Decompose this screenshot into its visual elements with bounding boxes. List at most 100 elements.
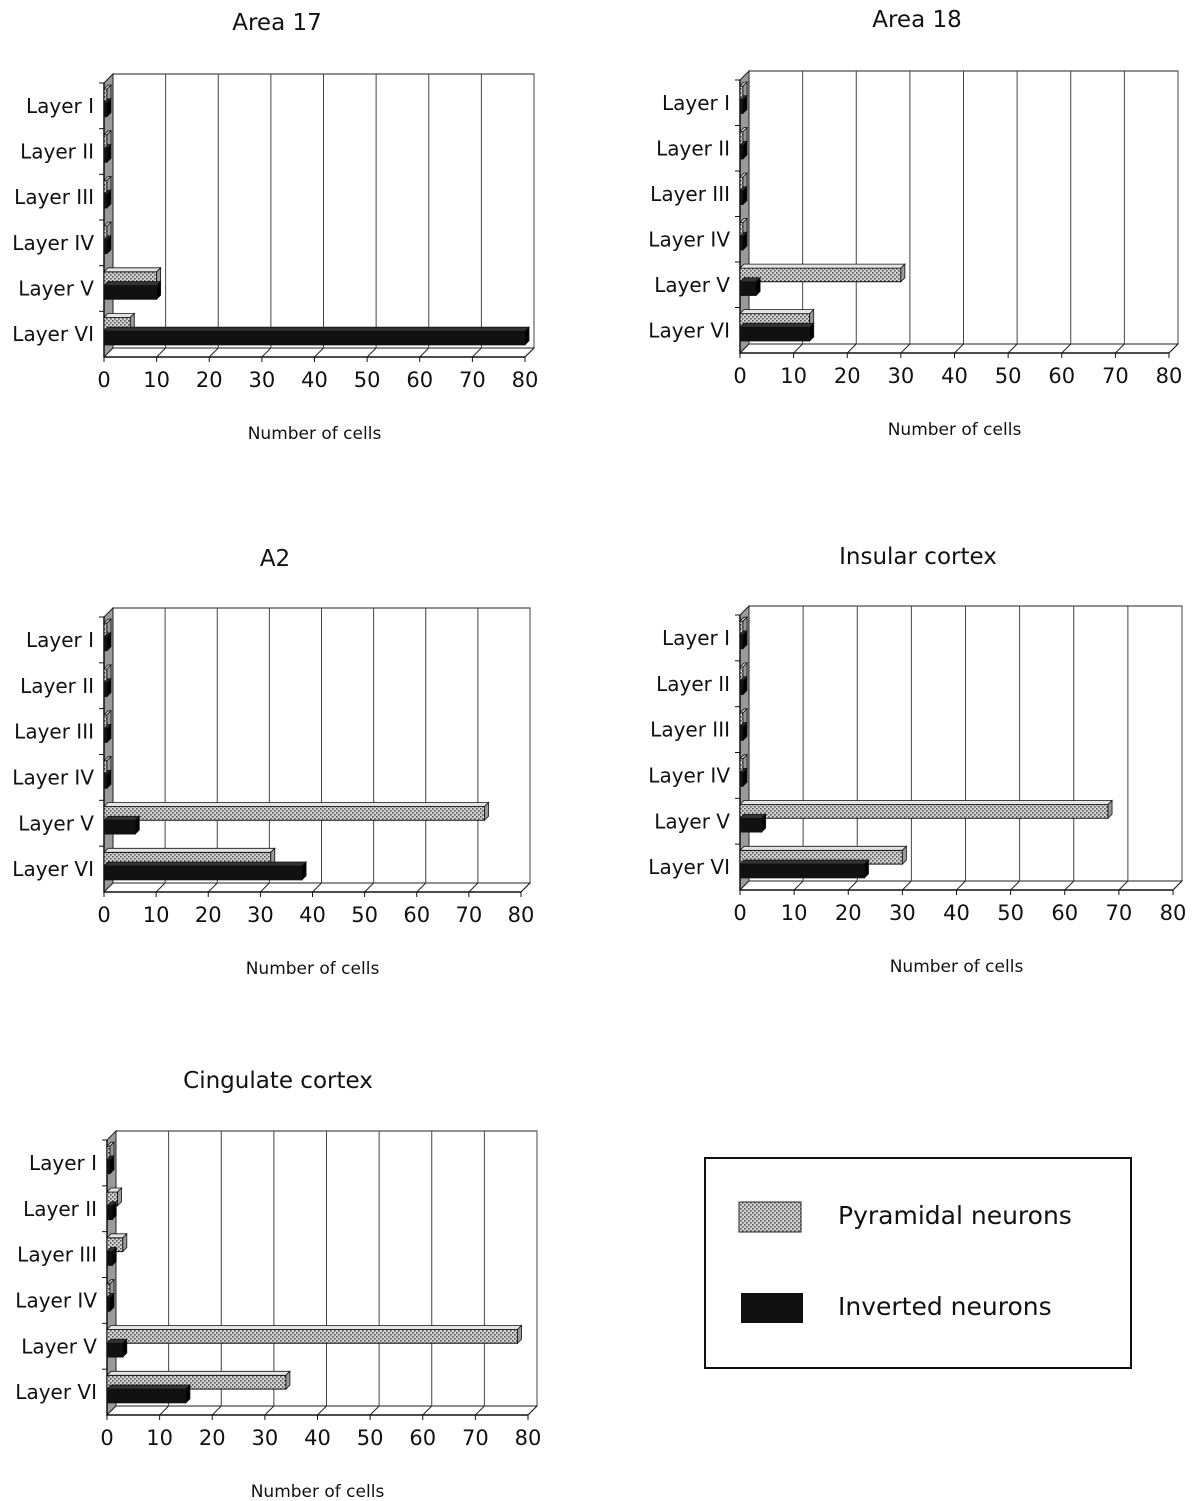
x-tick-label: 20	[835, 901, 862, 925]
bar-inverted	[106, 1159, 111, 1175]
bar-inverted	[103, 330, 526, 346]
x-tick-label: 40	[301, 368, 328, 392]
bar-inverted-end	[109, 1154, 115, 1175]
x-tick-label: 40	[299, 903, 326, 927]
x-tick-label: 40	[943, 901, 970, 925]
gridline-floor	[369, 1405, 380, 1416]
gridline-floor	[261, 347, 272, 358]
gridline-floor	[846, 343, 857, 354]
bar-inverted-top	[103, 326, 530, 332]
y-category-label: Layer II	[656, 672, 730, 696]
gridline-floor	[956, 880, 966, 891]
bar-inverted-top	[739, 322, 815, 328]
bar-pyramidal-top	[739, 800, 1114, 805]
x-tick-label: 0	[100, 1426, 113, 1450]
x-tick-label: 40	[304, 1426, 331, 1450]
bar-inverted	[103, 728, 108, 743]
bar-inverted-end	[742, 629, 748, 650]
bar-inverted-end	[185, 1384, 191, 1404]
x-tick-label: 0	[97, 903, 110, 927]
gridline-floor	[902, 880, 912, 891]
bar-inverted-end	[122, 1338, 128, 1358]
y-category-label: Layer III	[17, 1243, 97, 1267]
bar-inverted-end	[742, 94, 748, 115]
x-tick-label: 10	[780, 364, 807, 388]
bar-inverted-end	[106, 189, 112, 209]
bar-inverted-end	[111, 1200, 117, 1221]
gridline-floor	[156, 347, 166, 358]
y-category-label: Layer I	[26, 94, 94, 118]
x-tick-label: 20	[196, 368, 223, 392]
legend-swatch-pyramidal	[738, 1201, 802, 1233]
bar-pyramidal-top	[739, 845, 908, 851]
x-tick-label: 10	[143, 368, 170, 392]
bar-inverted-end	[106, 234, 112, 255]
bar-pyramidal	[739, 267, 902, 283]
bar-pyramidal-top	[103, 847, 276, 853]
bar-inverted	[106, 1388, 187, 1404]
gridline-floor	[900, 343, 911, 354]
bar-pyramidal-top	[103, 313, 136, 318]
x-tick-label: 60	[1051, 901, 1078, 925]
x-axis-label: Number of cells	[251, 1482, 385, 1501]
x-axis-label: Number of cells	[888, 420, 1022, 440]
gridline-floor	[416, 882, 427, 893]
x-tick-label: 60	[406, 368, 433, 392]
gridline-floor	[524, 347, 535, 358]
y-category-label: Layer VI	[12, 857, 94, 881]
x-tick-label: 20	[195, 903, 222, 927]
bar-pyramidal-top	[106, 1370, 291, 1376]
bar-inverted-end	[106, 143, 112, 164]
y-category-label: Layer V	[18, 277, 94, 301]
y-category-label: Layer IV	[12, 231, 94, 255]
gridline-floor	[1115, 343, 1125, 354]
x-axis-label: Number of cells	[890, 957, 1024, 977]
bar-inverted	[739, 144, 744, 160]
gridline-floor	[475, 1405, 485, 1416]
x-tick-label: 20	[199, 1426, 226, 1450]
bar-inverted-top	[739, 859, 870, 865]
bar-inverted	[739, 634, 744, 650]
gridline-floor	[1172, 880, 1183, 891]
gridline-floor	[793, 880, 804, 891]
gridline-floor	[159, 1405, 169, 1416]
bar-inverted-top	[103, 815, 141, 821]
bar-inverted	[739, 680, 744, 695]
x-tick-label: 60	[409, 1426, 436, 1450]
bar-inverted	[103, 102, 108, 118]
bar-inverted-end	[301, 861, 307, 881]
y-category-label: Layer II	[20, 140, 94, 164]
x-tick-label: 0	[97, 368, 110, 392]
bar-inverted-top	[106, 1384, 191, 1390]
bar-inverted	[103, 148, 108, 163]
bar-inverted	[103, 819, 136, 835]
y-category-label: Layer I	[662, 91, 730, 115]
y-category-label: Layer V	[654, 809, 730, 833]
x-tick-label: 50	[997, 901, 1024, 925]
gridline-floor	[312, 882, 322, 893]
bar-pyramidal-end	[122, 1232, 128, 1253]
legend: Pyramidal neurons Inverted neurons	[704, 1157, 1132, 1369]
bar-inverted	[739, 863, 865, 879]
gridline-floor	[419, 347, 430, 358]
x-tick-label: 40	[941, 364, 968, 388]
bar-inverted-end	[111, 1246, 117, 1267]
x-tick-label: 10	[781, 901, 808, 925]
y-category-label: Layer III	[14, 185, 94, 209]
bar-inverted	[103, 285, 158, 300]
legend-box	[704, 1157, 1132, 1369]
bar-pyramidal-end	[484, 801, 489, 822]
gridline-floor	[954, 343, 964, 354]
x-tick-label: 70	[459, 368, 486, 392]
bar-pyramidal	[739, 804, 1109, 819]
bar-inverted	[739, 281, 757, 296]
gridline-floor	[317, 1405, 327, 1416]
x-tick-label: 80	[515, 1426, 542, 1450]
bar-inverted	[103, 239, 108, 255]
x-tick-label: 30	[247, 903, 274, 927]
y-category-label: Layer I	[662, 626, 730, 650]
bar-inverted	[739, 235, 744, 251]
bar-pyramidal-end	[285, 1370, 291, 1391]
bar-inverted-end	[134, 815, 140, 835]
gridline-floor	[1064, 880, 1075, 891]
